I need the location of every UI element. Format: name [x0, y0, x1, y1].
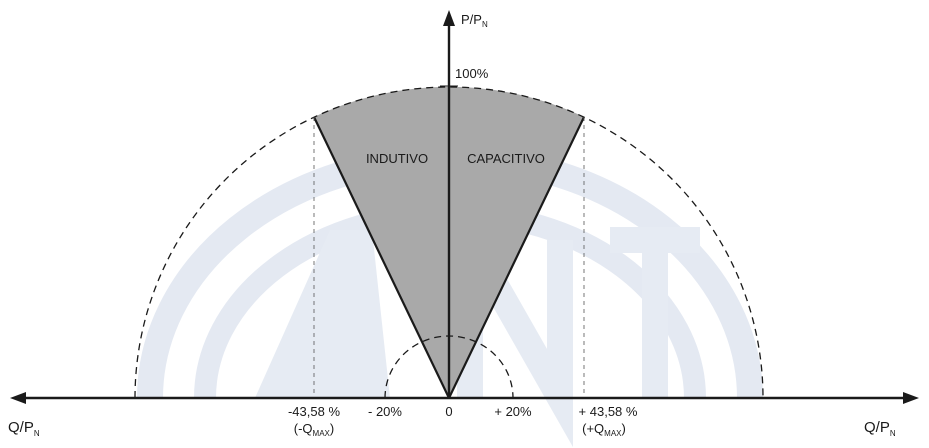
q-axis-left-arrowhead: [10, 392, 26, 404]
max-label: 100%: [455, 66, 489, 81]
q-axis-right-label: Q/PN: [864, 419, 896, 438]
p-axis-label: P/PN: [461, 12, 488, 29]
tick-pos-qmax: + 43,58 %: [579, 404, 638, 419]
p-axis-arrowhead: [443, 10, 455, 26]
tick-pos-qmax-note: (+QMAX): [582, 421, 626, 438]
tick-neg-qmax-note: (-QMAX): [294, 421, 334, 438]
sector-capacitive-label: CAPACITIVO: [467, 151, 545, 166]
rated-power-circle: [134, 86, 764, 399]
tick-neg-qmax: -43,58 %: [288, 404, 340, 419]
tick-neg-20: - 20%: [368, 404, 402, 419]
sector-inductive-label: INDUTIVO: [366, 151, 428, 166]
q-axis-right-arrowhead: [903, 392, 919, 404]
q-axis-left-label: Q/PN: [8, 419, 40, 438]
sector-left-edge: [313, 116, 450, 399]
sector-right-edge: [448, 116, 585, 399]
tick-zero: 0: [445, 404, 452, 419]
tick-pos-20: + 20%: [494, 404, 532, 419]
